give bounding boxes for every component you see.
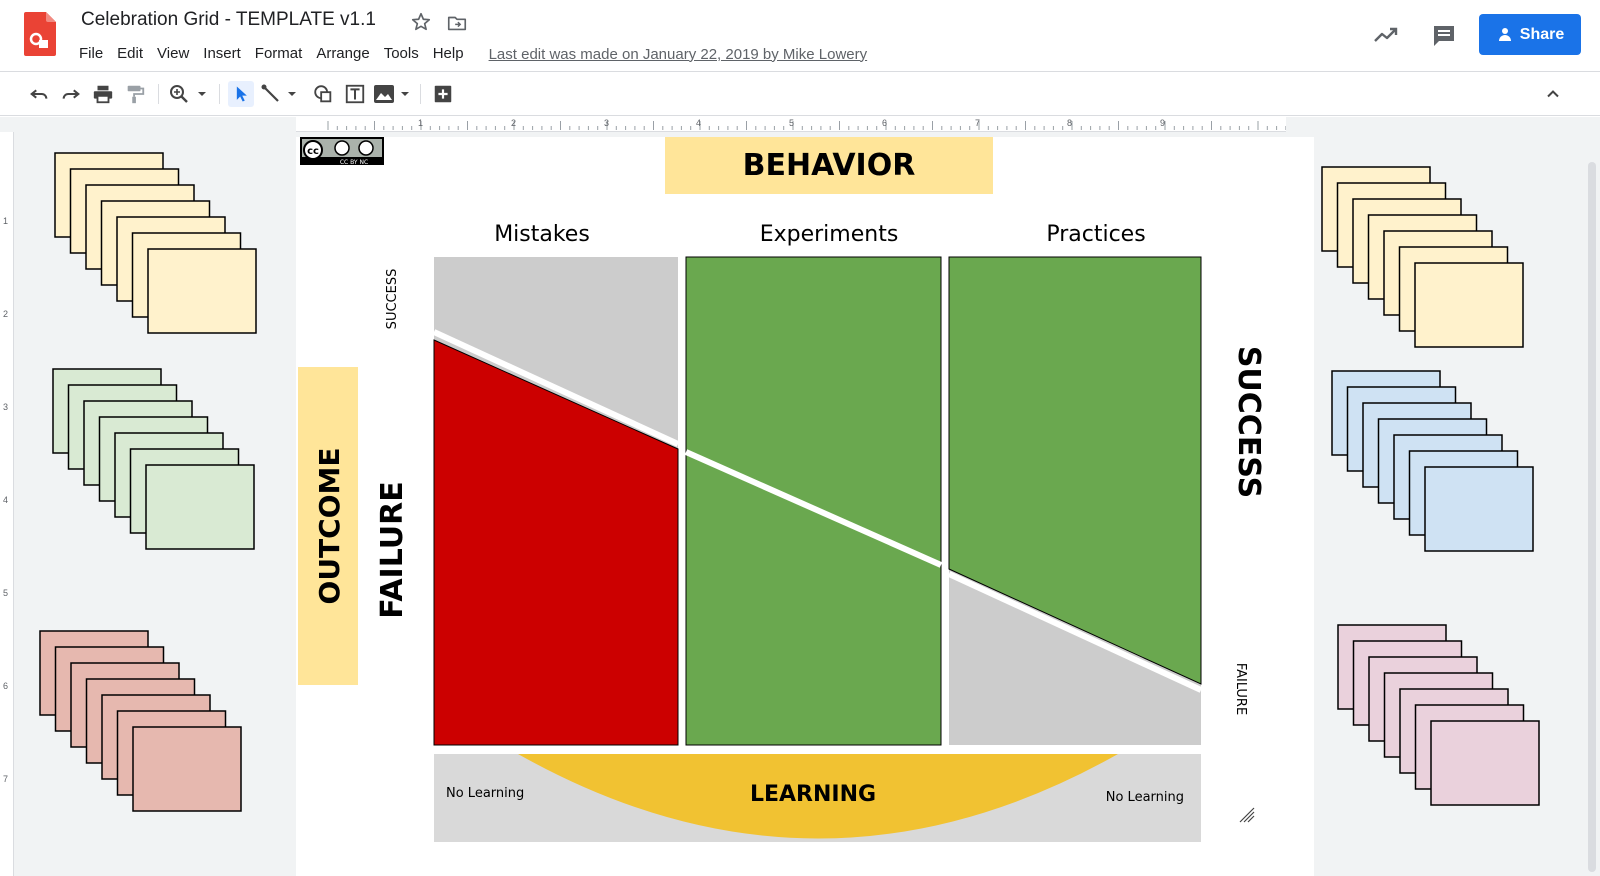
paint-format-icon[interactable]	[122, 81, 148, 107]
learning-label: LEARNING	[750, 782, 876, 807]
collapse-icon[interactable]	[1540, 81, 1566, 107]
menu-help[interactable]: Help	[432, 45, 464, 62]
practices-success-area[interactable]	[948, 256, 1202, 685]
sticky-stack-green[interactable]	[52, 368, 255, 550]
menu-file[interactable]: File	[79, 45, 104, 62]
ruler-mark: 3	[3, 402, 9, 412]
ruler-mark: 9	[1160, 118, 1166, 128]
lock-people-icon	[1498, 27, 1511, 41]
ruler-mark: 5	[3, 588, 9, 598]
column-mistakes: Mistakes	[494, 222, 590, 247]
failure-big-label: FAILURE	[375, 481, 410, 618]
menu-format[interactable]: Format	[254, 45, 303, 62]
toolbar	[0, 72, 1600, 116]
ruler-mark: 2	[511, 118, 517, 128]
behavior-banner[interactable]	[665, 137, 993, 194]
share-button[interactable]: Share	[1479, 14, 1581, 55]
app-header: Celebration Grid - TEMPLATE v1.1 File Ed…	[0, 0, 1600, 72]
sticky-note[interactable]	[132, 726, 242, 812]
sticky-stack-red[interactable]	[39, 630, 242, 812]
ruler-mark: 1	[3, 216, 9, 226]
no-learning-right-label: No Learning	[1106, 790, 1184, 805]
no-learning-left-label: No Learning	[446, 786, 524, 801]
sticky-stack-pink[interactable]	[1337, 624, 1540, 806]
behavior-label: BEHAVIOR	[743, 148, 916, 183]
text-box-icon[interactable]	[342, 81, 368, 107]
practices-divider	[947, 571, 1203, 693]
learning-arc[interactable]	[518, 754, 1118, 839]
ruler-mark: 4	[696, 118, 702, 128]
toolbar-separator	[219, 84, 220, 104]
sticky-stack-yellow[interactable]	[54, 152, 257, 334]
mistakes-failure-area[interactable]	[433, 339, 679, 746]
star-icon[interactable]	[410, 11, 432, 33]
sticky-note[interactable]	[145, 464, 255, 550]
left-sticky-notes	[39, 152, 257, 812]
sticky-note[interactable]	[147, 248, 257, 334]
slide-canvas[interactable]: cc CC BY NC BEHAVIOR Mistakes Experiment…	[296, 137, 1314, 876]
ruler-mark: 3	[604, 118, 610, 128]
menu-arrange[interactable]: Arrange	[316, 45, 370, 62]
image-icon[interactable]	[373, 81, 415, 107]
share-button-label: Share	[1519, 25, 1565, 43]
menu-edit[interactable]: Edit	[117, 45, 144, 62]
menu-bar: File Edit View Insert Format Arrange Too…	[72, 42, 867, 66]
menu-insert[interactable]: Insert	[203, 45, 241, 62]
right-sticky-notes	[1321, 166, 1540, 806]
new-comment-icon[interactable]	[430, 81, 456, 107]
ruler-mark: 4	[3, 495, 9, 505]
resize-handle-icon[interactable]	[1239, 807, 1255, 823]
ruler-mark: 1	[418, 118, 424, 128]
move-to-folder-icon[interactable]	[446, 12, 468, 34]
canvas-workspace: 1 2 3 4 5 6 7 8 9 1 2 3 4 5 6 7	[0, 117, 1600, 876]
ruler-mark: 7	[3, 774, 9, 784]
ruler-mark: 5	[789, 118, 795, 128]
ruler-mark: 6	[3, 681, 9, 691]
ruler-mark: 8	[1067, 118, 1073, 128]
select-icon[interactable]	[228, 81, 254, 107]
last-edit-link[interactable]: Last edit was made on January 22, 2019 b…	[488, 45, 868, 63]
success-big-label: SUCCESS	[1231, 346, 1266, 498]
undo-icon[interactable]	[26, 81, 52, 107]
vertical-ruler[interactable]: 1 2 3 4 5 6 7	[0, 132, 14, 876]
slides-logo-icon[interactable]	[24, 12, 56, 56]
ruler-mark: 6	[882, 118, 888, 128]
column-practices: Practices	[1046, 222, 1145, 247]
sticky-note[interactable]	[1424, 466, 1534, 552]
comments-icon[interactable]	[1430, 22, 1458, 50]
toolbar-separator	[420, 84, 421, 104]
cc-license-badge[interactable]: cc CC BY NC	[300, 137, 384, 166]
menu-tools[interactable]: Tools	[383, 45, 419, 62]
mistakes-divider	[432, 329, 680, 447]
license-text: CC BY NC	[340, 159, 368, 166]
failure-small-label: FAILURE	[1233, 663, 1248, 715]
outcome-banner[interactable]	[298, 367, 358, 685]
print-icon[interactable]	[90, 81, 116, 107]
line-icon[interactable]	[260, 81, 306, 107]
horizontal-ruler[interactable]: 1 2 3 4 5 6 7 8 9	[296, 117, 1286, 132]
vertical-scrollbar[interactable]	[1588, 162, 1596, 872]
sticky-stack-blue[interactable]	[1331, 370, 1534, 552]
redo-icon[interactable]	[58, 81, 84, 107]
zoom-icon[interactable]	[168, 81, 212, 107]
menu-view[interactable]: View	[157, 45, 190, 62]
shape-icon[interactable]	[310, 81, 336, 107]
ruler-mark: 2	[3, 309, 9, 319]
document-title[interactable]: Celebration Grid - TEMPLATE v1.1	[81, 9, 376, 30]
sticky-note[interactable]	[1430, 720, 1540, 806]
column-experiments: Experiments	[760, 222, 899, 247]
experiments-divider	[684, 449, 943, 568]
ruler-mark: 7	[975, 118, 981, 128]
svg-text:cc: cc	[307, 146, 319, 157]
experiments-area[interactable]	[685, 256, 942, 746]
sticky-note[interactable]	[1414, 262, 1524, 348]
outcome-label: OUTCOME	[313, 448, 346, 605]
success-small-label: SUCCESS	[385, 269, 400, 330]
activity-dashboard-icon[interactable]	[1372, 22, 1400, 48]
sticky-stack-yellow[interactable]	[1321, 166, 1524, 348]
toolbar-separator	[158, 84, 159, 104]
